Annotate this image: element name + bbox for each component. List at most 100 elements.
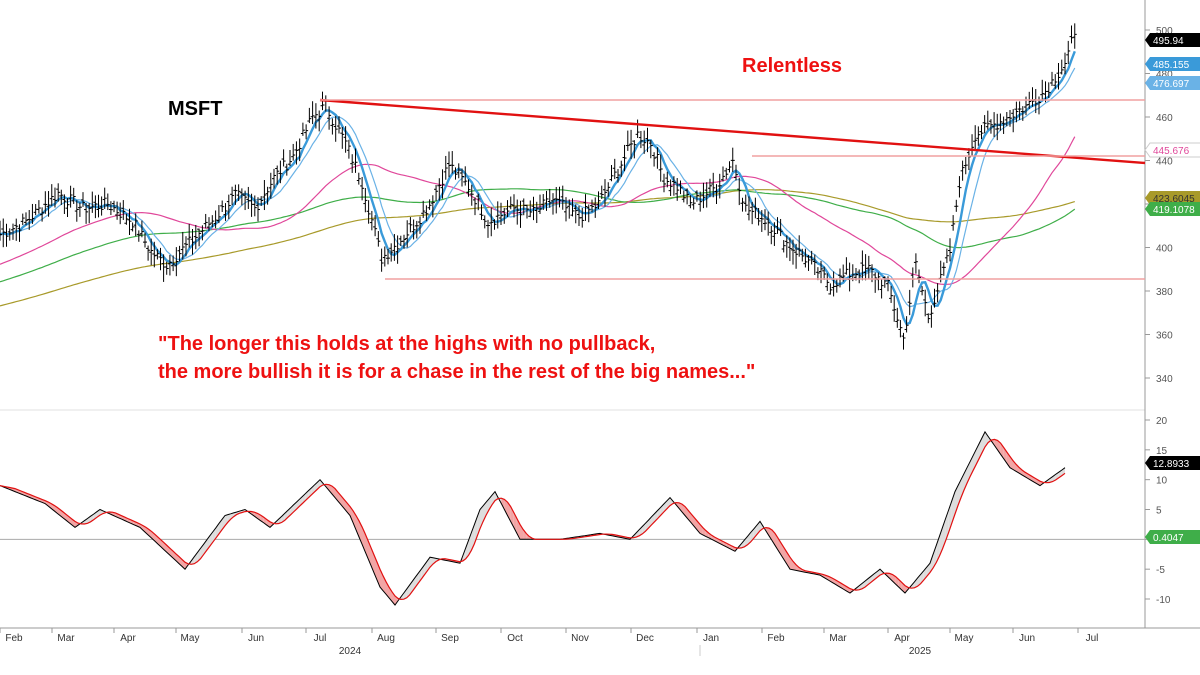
month-label: Jun — [248, 633, 264, 644]
osc-fill — [1049, 476, 1053, 483]
quote-annotation: "The longer this holds at the highs with… — [158, 330, 755, 386]
osc-fill — [504, 499, 508, 516]
month-label: Feb — [767, 633, 785, 644]
osc-fill — [433, 557, 436, 564]
price-tick-label: 480 — [1156, 70, 1173, 81]
osc-fill — [520, 524, 524, 540]
month-label: Jun — [1019, 633, 1035, 644]
quote-line-2: the more bullish it is for a chase in th… — [158, 361, 756, 383]
osc-fill — [191, 556, 195, 565]
ma-50-line — [0, 136, 1076, 286]
price-tick-label: 400 — [1156, 244, 1173, 255]
ma-100-line — [0, 188, 1076, 283]
osc-fill — [523, 529, 527, 540]
osc-fill — [389, 587, 392, 602]
month-label: Jul — [314, 633, 327, 644]
price-value-tag-bg — [1145, 57, 1200, 71]
price-value-tag-text: 485.155 — [1153, 60, 1190, 71]
osc-fill — [859, 583, 862, 590]
price-tick-label: 460 — [1156, 113, 1173, 124]
osc-fill — [796, 564, 799, 571]
ma-200-line — [0, 189, 1075, 307]
osc-fill — [278, 516, 282, 524]
price-value-tag-text: 419.1078 — [1153, 205, 1195, 216]
month-label: Apr — [120, 633, 136, 644]
month-label: Jul — [1086, 633, 1099, 644]
month-label: May — [955, 633, 974, 644]
price-value-tag: 476.697 — [1145, 76, 1200, 90]
price-value-tag-text: 445.676 — [1153, 146, 1190, 157]
price-value-tag-text: 495.94 — [1153, 36, 1184, 47]
month-label: Nov — [571, 633, 589, 644]
moving-averages — [0, 50, 1076, 326]
osc-fill — [933, 545, 937, 568]
ticker-label: MSFT — [168, 98, 223, 120]
price-value-tag: 495.94 — [1145, 33, 1200, 47]
osc-fill — [741, 540, 745, 548]
month-label: Feb — [5, 633, 23, 644]
price-value-tag-text: 476.697 — [1153, 79, 1190, 90]
price-value-tag: 485.155 — [1145, 57, 1200, 71]
osc-fill — [489, 495, 492, 510]
downtrend-line — [319, 98, 1146, 165]
osc-fill — [936, 536, 940, 563]
price-tick-label: 360 — [1156, 331, 1173, 342]
osc-fill — [636, 529, 640, 538]
price-value-tag: 445.676 — [1144, 142, 1200, 158]
osc-fill — [468, 532, 472, 556]
month-label: Jan — [703, 633, 719, 644]
osc-fill — [793, 561, 796, 571]
osc-tick-label: -5 — [1156, 565, 1165, 576]
month-label: Apr — [894, 633, 910, 644]
axes: 50048046044042040038036034020151050-5-10… — [0, 26, 1200, 657]
osc-fill — [705, 530, 709, 538]
osc-value-tag-bg — [1145, 456, 1200, 470]
month-label: Dec — [636, 633, 654, 644]
month-label: Aug — [377, 633, 395, 644]
osc-fill — [353, 510, 356, 530]
price-value-tag-text: 423.6045 — [1153, 194, 1195, 205]
osc-fill — [403, 589, 407, 600]
osc-fill — [194, 552, 198, 564]
osc-tick-label: -10 — [1156, 595, 1171, 606]
osc-signal-line — [0, 438, 1066, 601]
ma-5-line — [0, 50, 1076, 326]
osc-fill — [329, 484, 332, 494]
price-value-tag-bg — [1144, 142, 1200, 158]
price-tick-label: 380 — [1156, 287, 1173, 298]
price-value-tag-bg — [1145, 202, 1200, 216]
osc-main-line — [0, 430, 1066, 606]
osc-fill — [889, 573, 893, 582]
osc-value-tag-bg — [1145, 530, 1200, 544]
osc-tick-label: 5 — [1156, 506, 1162, 517]
osc-value-tag-text: 0.4047 — [1153, 533, 1184, 544]
month-label: Mar — [57, 633, 75, 644]
month-label: Sep — [441, 633, 459, 644]
year-label: 2025 — [909, 646, 932, 657]
osc-fill — [914, 578, 918, 588]
annotation-lines — [319, 98, 1146, 280]
price-bars — [0, 23, 1077, 350]
osc-fill — [486, 498, 489, 516]
osc-tick-label: 10 — [1156, 476, 1168, 487]
month-label: May — [181, 633, 200, 644]
grid-layer — [0, 0, 1200, 629]
quote-line-1: "The longer this holds at the highs with… — [158, 333, 656, 355]
osc-fill — [465, 540, 469, 559]
headline-label: Relentless — [742, 55, 843, 77]
osc-fill — [84, 518, 88, 524]
osc-fill — [386, 581, 389, 598]
osc-fill — [744, 536, 748, 547]
month-label: Mar — [829, 633, 847, 644]
osc-fill — [679, 502, 682, 512]
osc-value-tag: 0.4047 — [1145, 530, 1200, 544]
osc-fill — [639, 526, 643, 536]
price-value-tag: 423.6045 — [1145, 191, 1200, 205]
price-tick-label: 440 — [1156, 157, 1173, 168]
price-value-tag-bg — [1145, 76, 1200, 90]
osc-fill — [1016, 464, 1019, 474]
osc-fill — [227, 513, 231, 523]
price-value-tag-bg — [1145, 191, 1200, 205]
price-value-tag-bg — [1145, 33, 1200, 47]
